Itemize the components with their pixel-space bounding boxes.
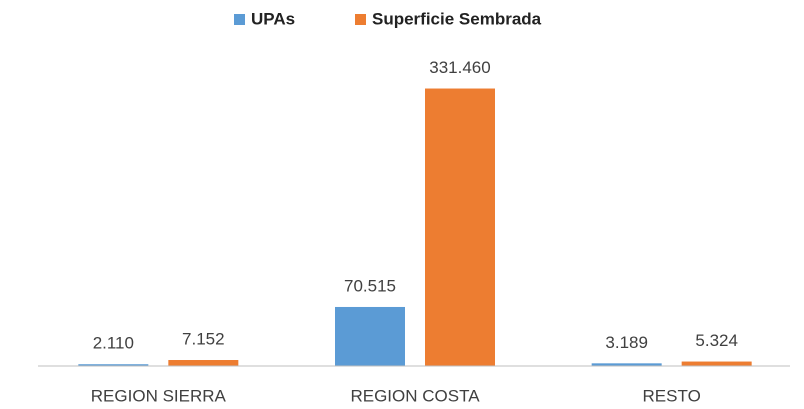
legend-label: UPAs: [251, 9, 295, 28]
data-label: 5.324: [695, 331, 738, 350]
bar: [681, 361, 752, 366]
data-label: 7.152: [182, 329, 225, 348]
data-label: 70.515: [344, 276, 396, 295]
data-label: 331.460: [429, 58, 490, 77]
legend-swatch: [234, 14, 245, 25]
data-label: 3.189: [605, 333, 648, 352]
bar: [335, 306, 405, 366]
x-tick-label: REGION SIERRA: [91, 386, 227, 405]
bar: [425, 88, 495, 366]
x-tick-label: REGION COSTA: [350, 386, 480, 405]
legend-label: Superficie Sembrada: [372, 9, 542, 28]
legend-swatch: [355, 14, 366, 25]
bar: [591, 363, 662, 366]
bar: [78, 364, 149, 366]
data-label: 2.110: [93, 334, 134, 353]
x-tick-label: RESTO: [643, 386, 701, 405]
bar: [168, 360, 239, 366]
